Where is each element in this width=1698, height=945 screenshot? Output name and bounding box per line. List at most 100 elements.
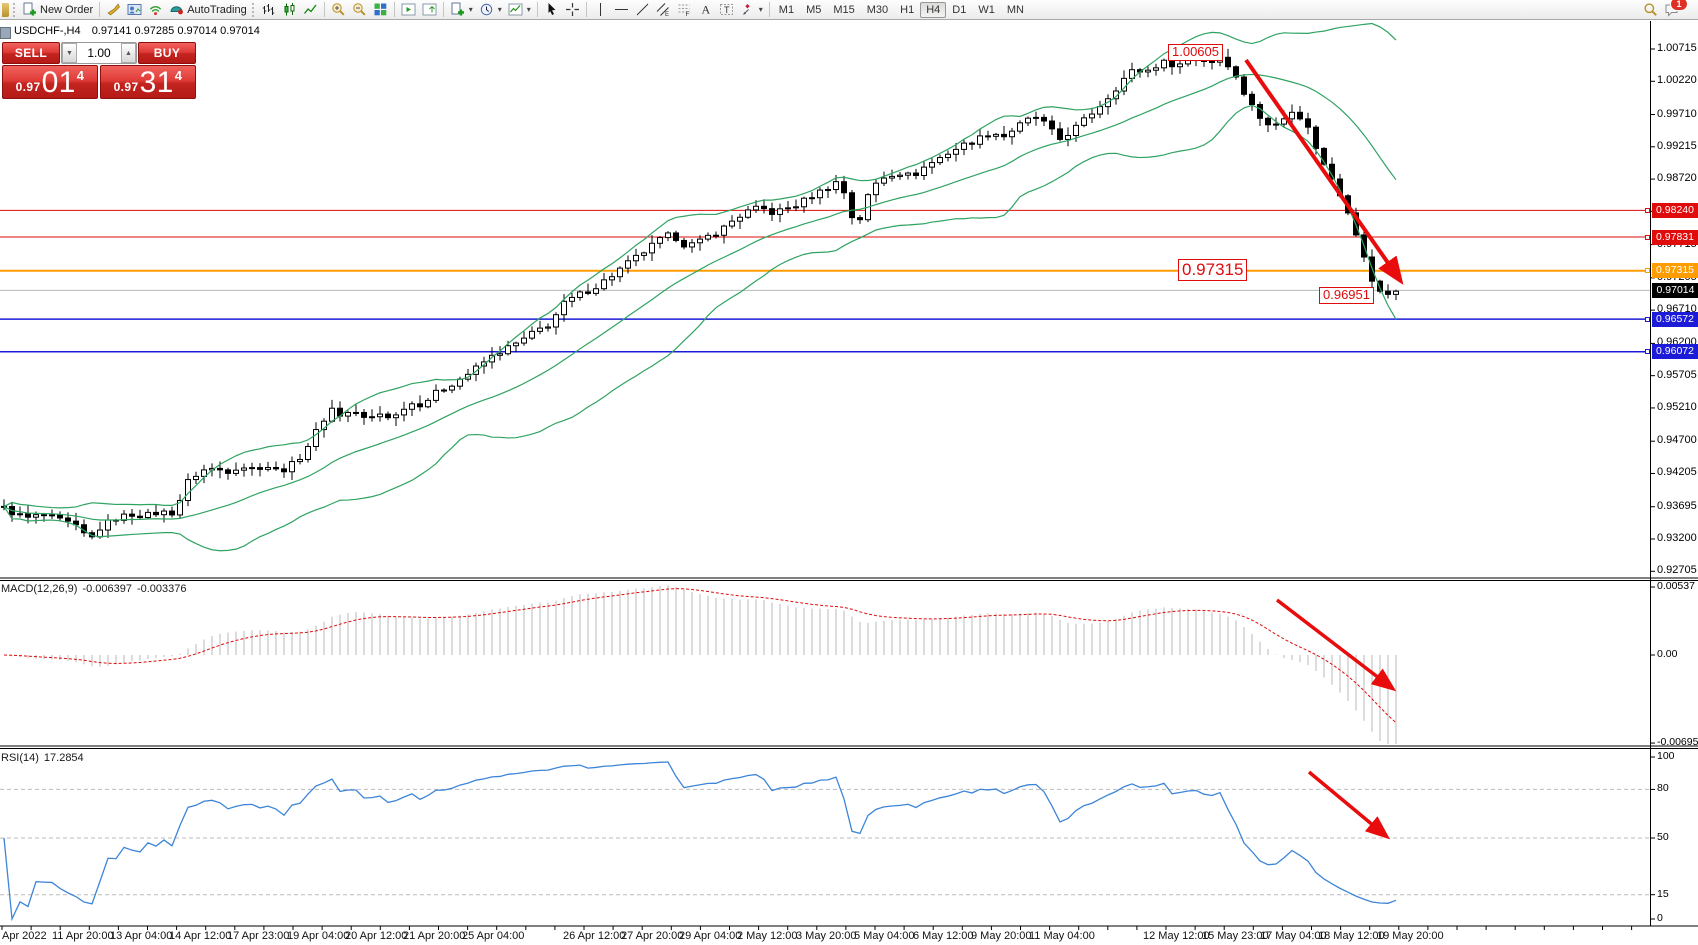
user-chart-icon[interactable] <box>124 1 145 18</box>
chart-shift-icon[interactable] <box>419 1 440 18</box>
zoom-out-icon[interactable] <box>349 1 370 18</box>
buy-button[interactable]: BUY <box>138 42 196 64</box>
equidistant-channel-icon[interactable]: E <box>653 1 674 18</box>
red-trend-arrow <box>1275 598 1397 692</box>
bollinger-lower <box>3 104 1397 552</box>
timeframe-m30[interactable]: M30 <box>866 3 889 16</box>
rsi-label-row: RSI(14) 17.2854 <box>1 752 89 764</box>
caret-down-icon: ▾ <box>758 5 763 14</box>
buy-price-prefix: 0.97 <box>113 80 139 94</box>
pane-frames <box>0 21 1698 930</box>
autotrading-icon <box>170 6 184 15</box>
macd-signal-line <box>3 588 1397 724</box>
tile-windows-icon[interactable] <box>370 1 391 18</box>
red-trend-arrow <box>1307 770 1391 840</box>
arrows-button[interactable]: ▾ <box>737 1 766 18</box>
periods-button[interactable]: ▾ <box>476 1 505 18</box>
caret-down-icon: ▾ <box>468 5 473 14</box>
chart-header: USDCHF-,H4 0.97141 0.97285 0.97014 0.970… <box>14 25 260 37</box>
svg-text:T: T <box>724 5 730 15</box>
notification-badge: 1 <box>1670 0 1688 11</box>
new-order-label: New Order <box>40 3 94 16</box>
zoom-in-icon[interactable] <box>328 1 349 18</box>
volume-decrease-button[interactable]: ▼ <box>62 43 77 63</box>
new-chart-button[interactable]: ▾ <box>447 1 476 18</box>
toolbar-grip[interactable] <box>13 2 15 17</box>
vertical-line-icon[interactable] <box>590 1 611 18</box>
price-annotation[interactable]: 0.96951 <box>1319 287 1374 304</box>
caret-down-icon: ▾ <box>526 5 531 14</box>
timeframe-d1[interactable]: D1 <box>952 3 967 16</box>
sell-price-panel[interactable]: 0.97 01 4 <box>2 65 98 99</box>
timeframe-m5[interactable]: M5 <box>806 3 822 16</box>
text-icon[interactable]: A <box>695 1 716 18</box>
rsi-pane[interactable] <box>0 761 1650 922</box>
price-annotation[interactable]: 0.97315 <box>1178 259 1248 281</box>
crosshair-icon[interactable] <box>562 1 583 18</box>
clipped-icon <box>2 2 9 17</box>
timeframe-w1[interactable]: W1 <box>978 3 995 16</box>
timeframe-m15[interactable]: M15 <box>833 3 855 16</box>
volume-input[interactable] <box>77 43 121 63</box>
svg-text:A: A <box>701 3 710 17</box>
autotrading-button[interactable]: AutoTrading <box>166 1 250 18</box>
ohlc-values: 0.97141 0.97285 0.97014 0.97014 <box>91 25 260 37</box>
rsi-line <box>3 761 1397 922</box>
notifications-icon[interactable]: 1 <box>1661 0 1688 18</box>
search-icon[interactable] <box>1640 1 1661 18</box>
svg-text:F: F <box>685 11 689 17</box>
sell-price-prefix: 0.97 <box>15 80 41 94</box>
rsi-value: 17.2854 <box>43 752 84 764</box>
macd-label-row: MACD(12,26,9) -0.006397 -0.003376 <box>1 583 192 595</box>
symbol-period: USDCHF-,H4 <box>14 25 81 37</box>
price-annotation[interactable]: 1.00605 <box>1168 44 1223 61</box>
bollinger-middle <box>3 73 1397 521</box>
fibonacci-icon[interactable]: F <box>674 1 695 18</box>
buy-price-panel[interactable]: 0.97 31 4 <box>100 65 196 99</box>
red-trend-arrow <box>1244 58 1404 285</box>
macd-signal-value: -0.003376 <box>136 583 187 595</box>
timeframe-h4[interactable]: H4 <box>920 1 947 18</box>
bar-chart-icon[interactable] <box>258 1 279 18</box>
megaphone-icon[interactable] <box>103 1 124 18</box>
signal-icon[interactable] <box>145 1 166 18</box>
horizontal-line-icon[interactable] <box>611 1 632 18</box>
chart-list-icon <box>0 27 11 39</box>
buy-price-pip: 4 <box>174 68 183 83</box>
macd-label: MACD(12,26,9) <box>1 583 78 595</box>
sell-price-big: 01 <box>41 66 76 99</box>
macd-value: -0.006397 <box>82 583 132 595</box>
templates-button[interactable]: ▾ <box>505 1 534 18</box>
main-toolbar: New Order AutoTrading ▾ ▾ ▾ E <box>0 0 1698 20</box>
macd-pane[interactable] <box>3 585 1397 744</box>
timeframe-group: M1 M5 M15 M30 H1 H4 D1 W1 MN <box>773 1 1030 18</box>
timeframe-h1[interactable]: H1 <box>900 3 915 16</box>
horizontal-levels[interactable] <box>0 209 1650 353</box>
bollinger-upper <box>3 22 1397 509</box>
sell-price-pip: 4 <box>76 68 85 83</box>
candlestick-chart-icon[interactable] <box>279 1 300 18</box>
volume-control: ▼ ▲ <box>61 42 137 64</box>
new-order-button[interactable]: New Order <box>19 1 96 18</box>
trendline-icon[interactable] <box>632 1 653 18</box>
rsi-label: RSI(14) <box>1 752 39 764</box>
trend-arrows[interactable] <box>1244 58 1404 840</box>
buy-price-big: 31 <box>139 66 174 99</box>
bollinger-bands <box>3 22 1397 552</box>
autotrading-label: AutoTrading <box>187 3 247 16</box>
autoscroll-icon[interactable] <box>398 1 419 18</box>
new-order-icon <box>23 2 36 16</box>
timeframe-m1[interactable]: M1 <box>778 3 795 16</box>
svg-text:E: E <box>665 12 669 17</box>
text-label-icon[interactable]: T <box>716 1 737 18</box>
line-chart-icon[interactable] <box>300 1 321 18</box>
candlestick-series[interactable] <box>1 48 1399 540</box>
sell-button[interactable]: SELL <box>2 42 60 64</box>
caret-down-icon: ▾ <box>497 5 502 14</box>
timeframe-mn[interactable]: MN <box>1006 3 1024 16</box>
volume-increase-button[interactable]: ▲ <box>121 43 136 63</box>
cursor-icon[interactable] <box>541 1 562 18</box>
